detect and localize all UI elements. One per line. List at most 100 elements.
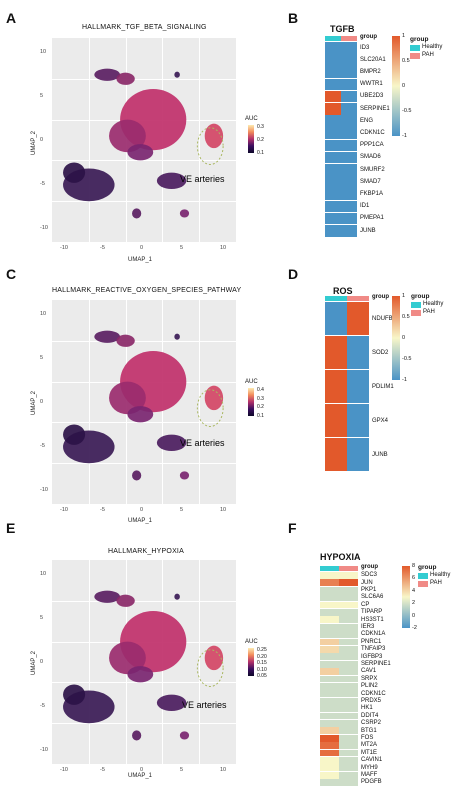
umap-auc-tick: 0.3	[257, 124, 264, 130]
heatmap-cell	[341, 225, 357, 238]
heatmap-d-legend-title: group	[411, 293, 430, 300]
umap-auc-tick: 0.2	[257, 404, 264, 411]
heatmap-cell	[325, 370, 347, 405]
heatmap-gene-label: BMPR2	[360, 69, 381, 75]
umap-cluster	[63, 162, 86, 183]
heatmap-gene-label: GPX4	[372, 417, 389, 424]
umap-x-tick: -10	[60, 245, 68, 251]
grid-line	[52, 201, 236, 203]
heatmap-cell	[339, 594, 358, 602]
heatmap-cell	[339, 675, 358, 684]
heatmap-cell	[320, 690, 339, 699]
umap-cluster	[109, 119, 146, 153]
heatmap-d-group-healthy	[325, 296, 347, 301]
umap-x-tick: -5	[100, 245, 105, 251]
heatmap-gene-label: JUNB	[372, 451, 388, 458]
umap-c-legend-title: AUC	[245, 379, 258, 385]
umap-cluster	[179, 209, 190, 218]
heatmap-gene-label: SERPINE1	[361, 661, 391, 667]
heatmap-cell	[339, 712, 358, 721]
heatmap-gene-label: SOD2	[372, 349, 389, 356]
heatmap-colorbar-tick: -0.5	[402, 356, 412, 362]
heatmap-colorbar-tick: 4	[412, 587, 416, 594]
heatmap-cell	[341, 188, 357, 201]
heatmap-cell	[325, 90, 341, 104]
heatmap-cell	[341, 54, 357, 67]
heatmap-cell	[347, 336, 369, 371]
umap-a-legend-title: AUC	[245, 116, 258, 122]
heatmap-cell	[325, 225, 341, 238]
umap-auc-tick: 0.3	[257, 395, 264, 402]
heatmap-f-colorbar	[402, 566, 410, 628]
heatmap-cell	[339, 742, 358, 750]
legend-swatch-healthy	[411, 302, 421, 308]
heatmap-gene-label: PPP1CA	[360, 142, 384, 149]
grid-line	[52, 78, 236, 80]
umap-auc-tick: 0.25	[257, 647, 267, 653]
heatmap-cell	[339, 572, 358, 580]
heatmap-cell	[325, 42, 341, 55]
umap-cluster	[132, 208, 142, 219]
heatmap-cell	[339, 623, 358, 632]
legend-label-healthy: Healthy	[423, 301, 444, 307]
heatmap-b-title: TGFB	[330, 24, 355, 34]
heatmap-cell	[339, 579, 358, 588]
umap-x-tick: 10	[220, 507, 227, 513]
heatmap-cell	[320, 616, 339, 625]
umap-y-tick: 0	[40, 399, 44, 405]
heatmap-cell	[325, 127, 341, 140]
heatmap-d-group-pah	[347, 296, 369, 301]
heatmap-b-group-header: group	[360, 34, 377, 40]
legend-label-healthy: Healthy	[430, 572, 451, 578]
heatmap-cell	[339, 653, 358, 662]
heatmap-d-colorbar	[392, 296, 400, 380]
heatmap-cell	[320, 757, 339, 765]
legend-swatch-healthy	[410, 45, 420, 51]
heatmap-gene-label: SDC3	[361, 572, 378, 579]
heatmap-cell	[339, 683, 358, 691]
umap-c-title: HALLMARK_REACTIVE_OXYGEN_SPECIES_PATHWAY	[52, 287, 242, 294]
heatmap-cell	[325, 200, 341, 214]
umap-cell-clusters	[63, 330, 224, 481]
heatmap-cell	[341, 103, 357, 116]
umap-cluster	[132, 470, 142, 481]
heatmap-cell	[347, 370, 369, 405]
heatmap-b-legend-title: group	[410, 36, 429, 43]
heatmap-gene-label: IER3	[361, 624, 375, 630]
heatmap-cell	[325, 188, 341, 201]
umap-cluster	[156, 172, 187, 189]
umap-x-tick: 5	[180, 245, 184, 251]
heatmap-cell	[320, 779, 339, 787]
heatmap-cell	[341, 176, 357, 189]
umap-cluster	[63, 424, 86, 445]
heatmap-gene-label: MYH9	[361, 764, 378, 771]
heatmap-cell	[320, 734, 339, 743]
heatmap-gene-label: FKBP1A	[360, 191, 384, 197]
heatmap-gene-label: WWTR1	[360, 81, 383, 88]
heatmap-gene-label: CDKN1C	[361, 690, 386, 697]
umap-cluster	[94, 330, 121, 343]
grid-line	[199, 560, 201, 764]
grid-line	[52, 723, 236, 725]
umap-x-tick: -5	[100, 507, 105, 513]
heatmap-colorbar-tick: 0.5	[402, 58, 410, 64]
heatmap-cell	[325, 103, 341, 116]
umap-y-tick: -10	[40, 487, 48, 493]
umap-auc-tick: 0.05	[257, 673, 267, 679]
umap-y-tick: 5	[40, 355, 44, 361]
heatmap-cell	[325, 164, 341, 177]
heatmap-colorbar-tick: 0.5	[402, 314, 410, 320]
heatmap-cell	[320, 771, 339, 780]
heatmap-cell	[341, 139, 357, 153]
umap-e-ylabel: UMAP_2	[31, 650, 38, 676]
umap-auc-tick: 0.4	[257, 387, 264, 393]
heatmap-cell	[320, 668, 339, 676]
heatmap-cell	[325, 78, 341, 92]
umap-e-plot	[52, 560, 236, 764]
umap-cluster	[116, 72, 135, 85]
heatmap-gene-label: MT1E	[361, 749, 378, 756]
heatmap-colorbar-tick: 0	[412, 612, 416, 619]
umap-x-tick: 10	[220, 245, 227, 251]
heatmap-gene-label: CAV1	[361, 668, 377, 675]
grid-line	[88, 38, 90, 242]
